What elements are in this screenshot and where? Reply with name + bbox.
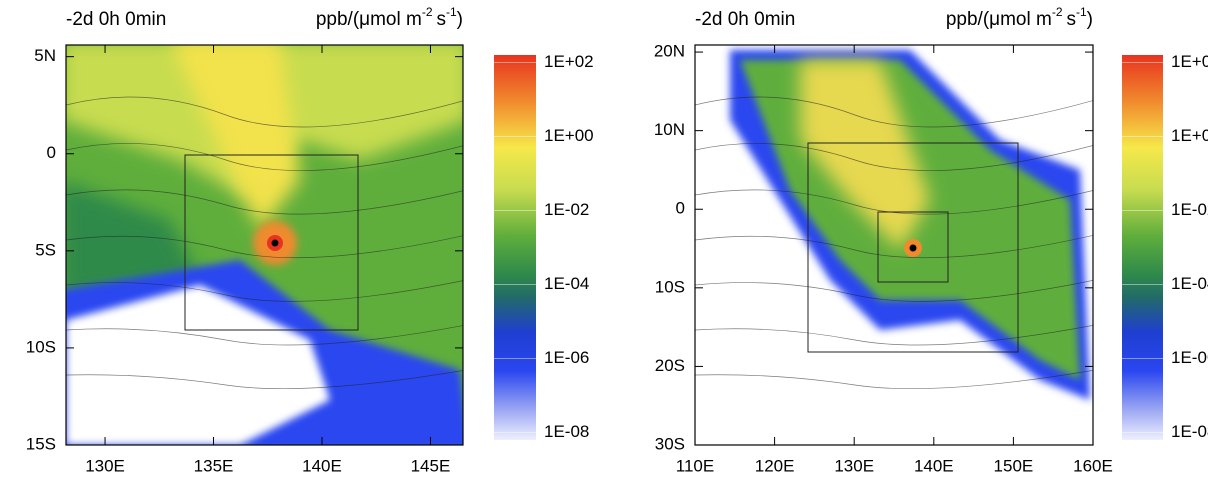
units-part: -2 bbox=[1052, 5, 1063, 19]
contour bbox=[66, 325, 463, 346]
x-tick-label: 130E bbox=[85, 456, 125, 475]
contour bbox=[66, 370, 463, 390]
units-part: -1 bbox=[1076, 5, 1087, 19]
units-label: ppb/(μmol m-2 s-1) bbox=[316, 5, 463, 30]
units-part: -1 bbox=[446, 5, 457, 19]
y-tick-label: 20N bbox=[654, 42, 685, 61]
y-tick-label: 10S bbox=[655, 277, 685, 296]
units-part: -2 bbox=[422, 5, 433, 19]
x-tick-label: 150E bbox=[994, 456, 1034, 475]
field bbox=[66, 182, 200, 300]
colorbar-label: 1E-02 bbox=[544, 200, 589, 219]
units-part: s bbox=[1067, 9, 1077, 30]
colorbar-label: 1E+00 bbox=[1171, 126, 1208, 145]
contour bbox=[695, 143, 1093, 171]
field bbox=[66, 285, 330, 445]
x-tick-label: 145E bbox=[411, 456, 451, 475]
domain-box bbox=[807, 142, 1019, 353]
colorbar bbox=[494, 55, 536, 440]
y-tick-label: 10N bbox=[654, 120, 685, 139]
colorbar-label: 1E-08 bbox=[544, 422, 589, 441]
colorbar-label: 1E-04 bbox=[1171, 274, 1208, 293]
colorbar-label: 1E-04 bbox=[544, 274, 589, 293]
x-tick-label: 160E bbox=[1073, 456, 1113, 475]
x-tick-label: 135E bbox=[194, 456, 234, 475]
units-part: ) bbox=[457, 9, 463, 30]
x-tick-label: 120E bbox=[755, 456, 795, 475]
colorbar-label: 1E-06 bbox=[544, 348, 589, 367]
contour bbox=[66, 235, 463, 259]
colorbar-label: 1E-08 bbox=[1171, 422, 1208, 441]
x-tick-label: 140E bbox=[302, 456, 342, 475]
units-part: ) bbox=[1087, 9, 1093, 30]
source-point bbox=[909, 244, 917, 252]
contour bbox=[695, 325, 1093, 346]
x-tick-label: 130E bbox=[834, 456, 874, 475]
y-tick-label: 10S bbox=[26, 337, 56, 356]
colorbar-label: 1E+02 bbox=[544, 52, 594, 71]
y-tick-label: 20S bbox=[655, 356, 685, 375]
contour bbox=[66, 280, 463, 302]
colorbar-label: 1E-06 bbox=[1171, 348, 1208, 367]
contour bbox=[66, 96, 463, 128]
colorbar bbox=[1122, 55, 1163, 440]
domain-box bbox=[184, 154, 359, 331]
units-label: ppb/(μmol m-2 s-1) bbox=[946, 5, 1093, 30]
x-tick-label: 110E bbox=[676, 456, 714, 475]
contour bbox=[695, 369, 1093, 390]
source-point bbox=[271, 239, 279, 247]
colorbar-label: 1E-02 bbox=[1171, 200, 1208, 219]
time-label: -2d 0h 0min bbox=[695, 9, 795, 30]
colorbar-label: 1E+00 bbox=[544, 126, 594, 145]
time-label: -2d 0h 0min bbox=[66, 9, 166, 30]
colorbar-label: 1E+02 bbox=[1171, 52, 1208, 71]
field bbox=[172, 45, 300, 230]
units-part: ppb/(μmol m bbox=[946, 9, 1052, 30]
domain-box bbox=[877, 211, 949, 283]
contour bbox=[695, 96, 1093, 128]
contour bbox=[66, 189, 463, 215]
map bbox=[66, 45, 463, 445]
y-tick-label: 5S bbox=[35, 240, 56, 259]
contour bbox=[695, 189, 1093, 215]
units-part: ppb/(μmol m bbox=[316, 9, 422, 30]
y-tick-label: 15S bbox=[26, 434, 56, 453]
contour bbox=[695, 280, 1093, 302]
x-tick-label: 140E bbox=[914, 456, 954, 475]
y-tick-label: 0 bbox=[676, 199, 685, 218]
map-frame bbox=[65, 44, 464, 446]
map bbox=[695, 45, 1093, 445]
y-tick-label: 0 bbox=[47, 143, 56, 162]
units-part: s bbox=[437, 9, 447, 30]
contour bbox=[695, 235, 1093, 259]
map-frame bbox=[694, 44, 1094, 446]
y-tick-label: 5N bbox=[34, 46, 56, 65]
contour bbox=[66, 143, 463, 171]
y-tick-label: 30S bbox=[655, 434, 685, 453]
